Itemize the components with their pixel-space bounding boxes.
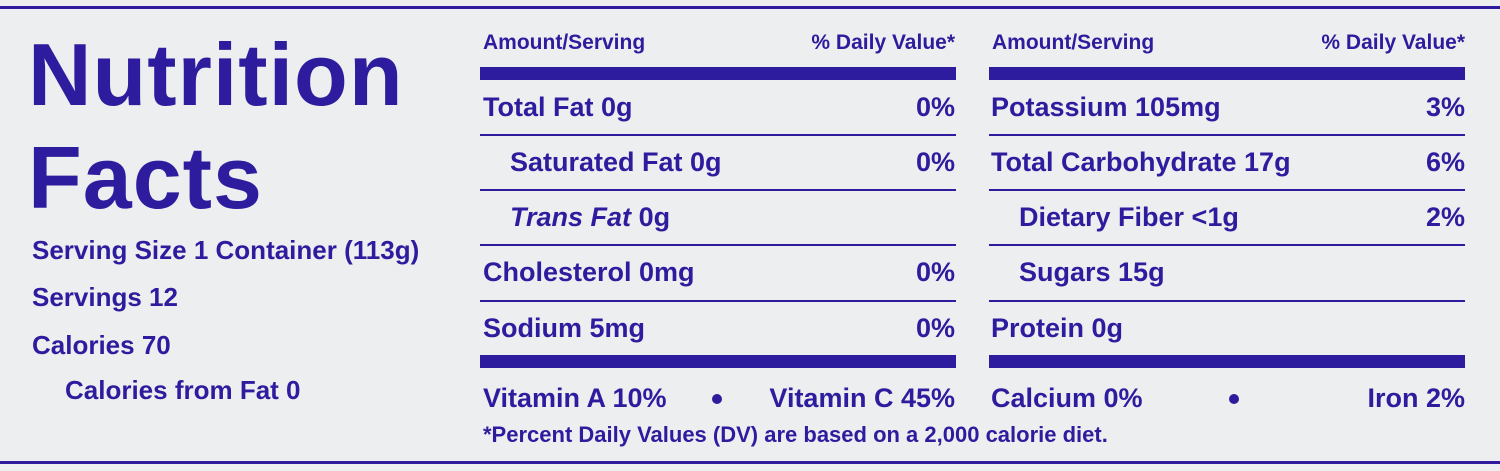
thick-rule xyxy=(989,355,1465,368)
nutrient: Potassium 105mg xyxy=(991,92,1221,122)
serving-size: Serving Size 1 Container (113g) xyxy=(32,235,420,265)
mineral: Calcium 0% xyxy=(991,383,1143,413)
footnote: *Percent Daily Values (DV) are based on … xyxy=(483,422,1108,447)
thick-rule xyxy=(480,355,956,368)
rule xyxy=(480,300,956,302)
header: Amount/Serving xyxy=(483,31,646,54)
calories: Calories 70 xyxy=(32,330,171,360)
rule xyxy=(989,134,1465,136)
mineral: Iron 2% xyxy=(1367,383,1465,413)
rule xyxy=(480,189,956,191)
title: Nutrition xyxy=(28,25,404,124)
rule xyxy=(480,134,956,136)
nutrient: Protein 0g xyxy=(991,313,1124,343)
border xyxy=(0,461,1500,464)
daily-value: 3% xyxy=(1425,92,1465,122)
nutrient: Dietary Fiber <1g xyxy=(1019,202,1239,232)
nutrient: Total Carbohydrate 17g xyxy=(991,147,1291,177)
header: % Daily Value* xyxy=(811,31,955,54)
nutrient: Sodium 5mg xyxy=(483,313,646,343)
nutrient-amount: 0g xyxy=(638,202,671,232)
servings: Servings 12 xyxy=(32,282,178,312)
daily-value: 2% xyxy=(1425,202,1465,232)
vitamin: Vitamin C 45% xyxy=(769,383,955,413)
daily-value: 0% xyxy=(915,92,955,122)
rule xyxy=(989,300,1465,302)
daily-value: 0% xyxy=(915,257,955,287)
daily-value: 0% xyxy=(915,147,955,177)
bullet xyxy=(712,394,722,404)
bullet xyxy=(1229,394,1239,404)
nutrient: Sugars 15g xyxy=(1019,257,1165,287)
rule xyxy=(480,244,956,246)
thick-rule xyxy=(480,67,956,80)
nutrient-italic: Trans Fat xyxy=(510,202,632,232)
daily-value: 6% xyxy=(1425,147,1465,177)
thick-rule xyxy=(989,67,1465,80)
calories-from-fat: Calories from Fat 0 xyxy=(65,375,301,405)
vitamin: Vitamin A 10% xyxy=(483,383,667,413)
header: % Daily Value* xyxy=(1321,31,1465,54)
nutrient: Saturated Fat 0g xyxy=(510,147,722,177)
header: Amount/Serving xyxy=(992,31,1155,54)
nutrient: Total Fat 0g xyxy=(483,92,633,122)
nutrient: Trans Fat 0g xyxy=(510,197,670,237)
nutrient: Cholesterol 0mg xyxy=(483,257,695,287)
title: Facts xyxy=(28,128,263,227)
border xyxy=(0,6,1500,9)
daily-value: 0% xyxy=(915,313,955,343)
rule xyxy=(989,244,1465,246)
rule xyxy=(989,189,1465,191)
